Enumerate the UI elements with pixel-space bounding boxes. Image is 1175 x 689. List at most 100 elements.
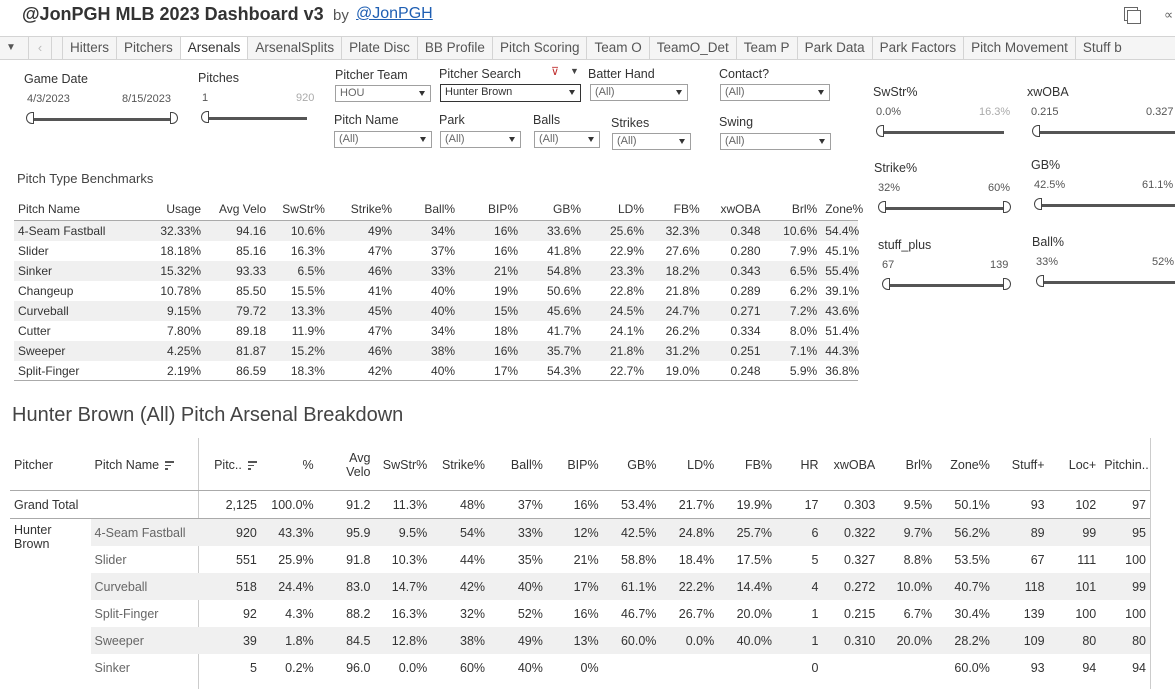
tab-park-factors[interactable]: Park Factors (871, 37, 964, 59)
ball-handle[interactable] (1036, 275, 1044, 287)
arsenal-row[interactable]: Sweeper 39 1.8% 84.5 12.8% 38% 49% 13% 60.0% 0.0%… (10, 627, 1150, 654)
game-date-end-handle[interactable] (170, 112, 178, 124)
tab-bb-profile[interactable]: BB Profile (416, 37, 492, 59)
park-dropdown[interactable]: (All) (440, 131, 521, 148)
tab-team-o[interactable]: Team O (586, 37, 648, 59)
col-header-bip[interactable]: BIP% (547, 440, 603, 491)
cell-brl: 6.5% (764, 261, 822, 281)
col-header-pitch-name[interactable]: Pitch Name (14, 198, 147, 221)
tab-arsenalsplits[interactable]: ArsenalSplits (247, 37, 341, 59)
col-header-fb[interactable]: FB% (648, 198, 704, 221)
benchmark-row[interactable]: Cutter 7.80% 89.18 11.9% 47% 34% 18% 41.7% 24.1%… (14, 321, 859, 341)
gb-handle[interactable] (1034, 198, 1042, 210)
col-header-pitchin[interactable]: Pitchin.. (1100, 440, 1150, 491)
cell-bip: 16% (459, 341, 523, 361)
batter-hand-dropdown[interactable]: (All) (590, 84, 688, 101)
strike-max: 60% (988, 182, 1011, 194)
share-icon[interactable]: ∝ (1164, 7, 1174, 22)
col-header-label: Pitch Name (94, 458, 160, 472)
col-header-zone[interactable]: Zone% (936, 440, 994, 491)
pitch-name-dropdown[interactable]: (All) (334, 131, 432, 148)
col-header-ball[interactable]: Ball% (489, 440, 547, 491)
col-header-avg-velo[interactable]: Avg Velo (205, 198, 271, 221)
col-header-gb[interactable]: GB% (603, 440, 661, 491)
clear-filter-icon[interactable]: ⊽ (551, 66, 560, 78)
col-header-fb[interactable]: FB% (718, 440, 776, 491)
sort-icon[interactable] (165, 461, 175, 470)
col-header-[interactable]: % (261, 440, 318, 491)
cell-avg-velo: 93.33 (205, 261, 271, 281)
filter-menu-icon[interactable]: ▼ (570, 66, 579, 76)
cell-usage: 32.33% (146, 220, 206, 241)
strike-max-handle[interactable] (1003, 201, 1011, 213)
col-header-strike[interactable]: Strike% (328, 198, 397, 221)
author-link[interactable]: @JonPGH (356, 5, 433, 22)
tab-prev-icon[interactable]: ‹ (28, 37, 52, 59)
cell-bip: 13% (546, 627, 603, 654)
tab-plate-disc[interactable]: Plate Disc (341, 37, 417, 59)
arsenal-row[interactable]: Slider 551 25.9% 91.8 10.3% 44% 35% 21% 58.8% 18.… (10, 546, 1150, 573)
tab-arsenals[interactable]: Arsenals (179, 37, 248, 59)
arsenal-row[interactable]: Curveball 518 24.4% 83.0 14.7% 42% 40% 17% 61.1%… (10, 573, 1150, 600)
col-header-ld[interactable]: LD% (660, 440, 718, 491)
tab-teamo-det[interactable]: TeamO_Det (648, 37, 736, 59)
cell-gb: 54.8% (522, 261, 586, 281)
col-header-zone[interactable]: Zone% (821, 198, 863, 221)
benchmark-row[interactable]: Sweeper 4.25% 81.87 15.2% 46% 38% 16% 35.7% 21.8… (14, 341, 859, 361)
restore-icon[interactable] (1124, 7, 1141, 24)
col-header-bip[interactable]: BIP% (459, 198, 523, 221)
col-header-hr[interactable]: HR (776, 440, 822, 491)
game-date-start-handle[interactable] (26, 112, 34, 124)
col-header-pitcher[interactable]: Pitcher (10, 440, 91, 491)
col-header-stuff[interactable]: Stuff+ (994, 440, 1049, 491)
pitcher-team-dropdown[interactable]: HOU (335, 85, 431, 102)
benchmark-row[interactable]: Changeup 10.78% 85.50 15.5% 41% 40% 19% 50.6% 22… (14, 281, 859, 301)
col-header-xwoba[interactable]: xwOBA (823, 440, 880, 491)
benchmark-row[interactable]: 4-Seam Fastball 32.33% 94.16 10.6% 49% 34% 16%… (14, 220, 859, 241)
cell-usage: 4.25% (146, 341, 206, 361)
swing-dropdown[interactable]: (All) (720, 133, 831, 150)
benchmark-row[interactable]: Slider 18.18% 85.16 16.3% 47% 37% 16% 41.8% 22.9… (14, 241, 859, 261)
col-header-pitc[interactable]: Pitc.. (204, 440, 261, 491)
col-header-brl[interactable]: Brl% (879, 440, 936, 491)
tab-hitters[interactable]: Hitters (62, 37, 116, 59)
tab-menu-icon[interactable]: ▼ (6, 42, 16, 53)
arsenal-row[interactable]: Hunter Brown 4-Seam Fastball 920 43.3% 95.9 9… (10, 518, 1150, 551)
tab-pitchers[interactable]: Pitchers (116, 37, 180, 59)
col-header-swstr[interactable]: SwStr% (270, 198, 329, 221)
col-header-brl[interactable]: Brl% (764, 198, 822, 221)
xwoba-handle[interactable] (1032, 125, 1040, 137)
benchmark-row[interactable]: Split-Finger 2.19% 86.59 18.3% 42% 40% 17% 54.3… (14, 361, 859, 381)
tab-stuff-b[interactable]: Stuff b (1074, 37, 1129, 59)
arsenal-row[interactable]: Sinker 5 0.2% 96.0 0.0% 60% 40% 0% 0 60.0% 93 94 94 (10, 654, 1150, 681)
col-header-pitch-name[interactable]: Pitch Name (91, 440, 205, 491)
col-header-gb[interactable]: GB% (522, 198, 586, 221)
pitches-handle[interactable] (201, 111, 209, 123)
swstr-handle[interactable] (876, 125, 884, 137)
strikes-dropdown[interactable]: (All) (612, 133, 691, 150)
arsenal-row[interactable]: Split-Finger 92 4.3% 88.2 16.3% 32% 52% 16% 46.7… (10, 600, 1150, 627)
stuff-plus-min-handle[interactable] (882, 278, 890, 290)
tab-park-data[interactable]: Park Data (796, 37, 872, 59)
cell-: 4.3% (285, 606, 314, 621)
col-header-avg-velo[interactable]: Avg Velo (318, 440, 375, 491)
strike-min-handle[interactable] (878, 201, 886, 213)
tab-team-p[interactable]: Team P (735, 37, 797, 59)
col-header-ld[interactable]: LD% (585, 198, 649, 221)
col-header-xwoba[interactable]: xwOBA (703, 198, 765, 221)
contact-dropdown[interactable]: (All) (720, 84, 830, 101)
grand-total-cell: 100.0% (260, 490, 318, 519)
col-header-swstr[interactable]: SwStr% (374, 440, 431, 491)
benchmark-row[interactable]: Curveball 9.15% 79.72 13.3% 45% 40% 15% 45.6% 24… (14, 301, 859, 321)
tab-pitch-movement[interactable]: Pitch Movement (963, 37, 1075, 59)
col-header-loc[interactable]: Loc+ (1049, 440, 1101, 491)
sort-icon[interactable] (247, 461, 257, 470)
col-header-strike[interactable]: Strike% (431, 440, 489, 491)
balls-dropdown[interactable]: (All) (534, 131, 600, 148)
col-header-ball[interactable]: Ball% (396, 198, 460, 221)
col-header-usage[interactable]: Usage (146, 198, 206, 221)
tab-pitch-scoring[interactable]: Pitch Scoring (491, 37, 587, 59)
benchmark-row[interactable]: Sinker 15.32% 93.33 6.5% 46% 33% 21% 54.8% 23.3%… (14, 261, 859, 281)
pitcher-search-dropdown[interactable]: Hunter Brown (440, 84, 581, 102)
stuff-plus-max-handle[interactable] (1003, 278, 1011, 290)
